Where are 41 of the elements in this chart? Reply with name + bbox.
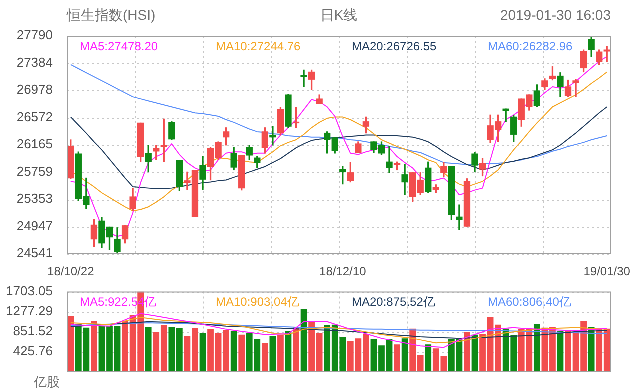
y-tick-label: 25759	[16, 164, 53, 179]
bar	[270, 336, 276, 372]
y-axis-title: 亿股	[33, 374, 60, 390]
bar	[200, 333, 206, 372]
series-label: MA20:875.52亿	[352, 295, 436, 310]
bar	[145, 326, 152, 372]
bar	[230, 332, 238, 372]
y-tick-label: 1703.05	[6, 283, 53, 298]
text: MA60:26282.96	[488, 39, 574, 54]
bar	[394, 344, 400, 372]
chart-title: 恒生指数(HSI)	[66, 6, 156, 23]
text: 2019-01-30 16:03	[500, 6, 612, 23]
y-tick-label: 851.52	[13, 323, 53, 338]
y-tick-label: 24541	[16, 246, 53, 261]
x-tick-label: 18/12/10	[320, 264, 367, 279]
y-tick-label: 26165	[16, 136, 53, 152]
bar	[293, 327, 300, 372]
y-tick-label: 26572	[16, 109, 53, 124]
y-tick-label: 27384	[16, 54, 53, 70]
bar	[425, 344, 432, 372]
bar	[238, 334, 246, 372]
y-tick-label: 24947	[16, 218, 53, 234]
bar	[588, 326, 595, 372]
text: MA10:27244.76	[216, 39, 302, 54]
bar	[464, 332, 470, 372]
x-tick-label: 18/10/22	[48, 264, 95, 279]
x-tick-label: 19/01/30	[584, 264, 631, 279]
bar	[278, 334, 284, 372]
text: MA5:27478.20	[80, 39, 158, 54]
y-tick-label: 25353	[16, 191, 53, 206]
y-tick-label: 27790	[16, 28, 53, 43]
text: MA20:26726.55	[352, 39, 438, 54]
bar	[262, 343, 268, 372]
chart-subtitle: 日K线	[320, 6, 358, 23]
series-label: MA60:806.40亿	[488, 295, 572, 310]
series-label: MA10:903.04亿	[216, 295, 300, 310]
y-tick-label: 425.76	[13, 344, 53, 359]
bar	[534, 324, 540, 372]
y-tick-label: 1277.29	[6, 303, 53, 318]
y-tick-label: 26978	[16, 82, 53, 98]
bar	[91, 321, 98, 372]
